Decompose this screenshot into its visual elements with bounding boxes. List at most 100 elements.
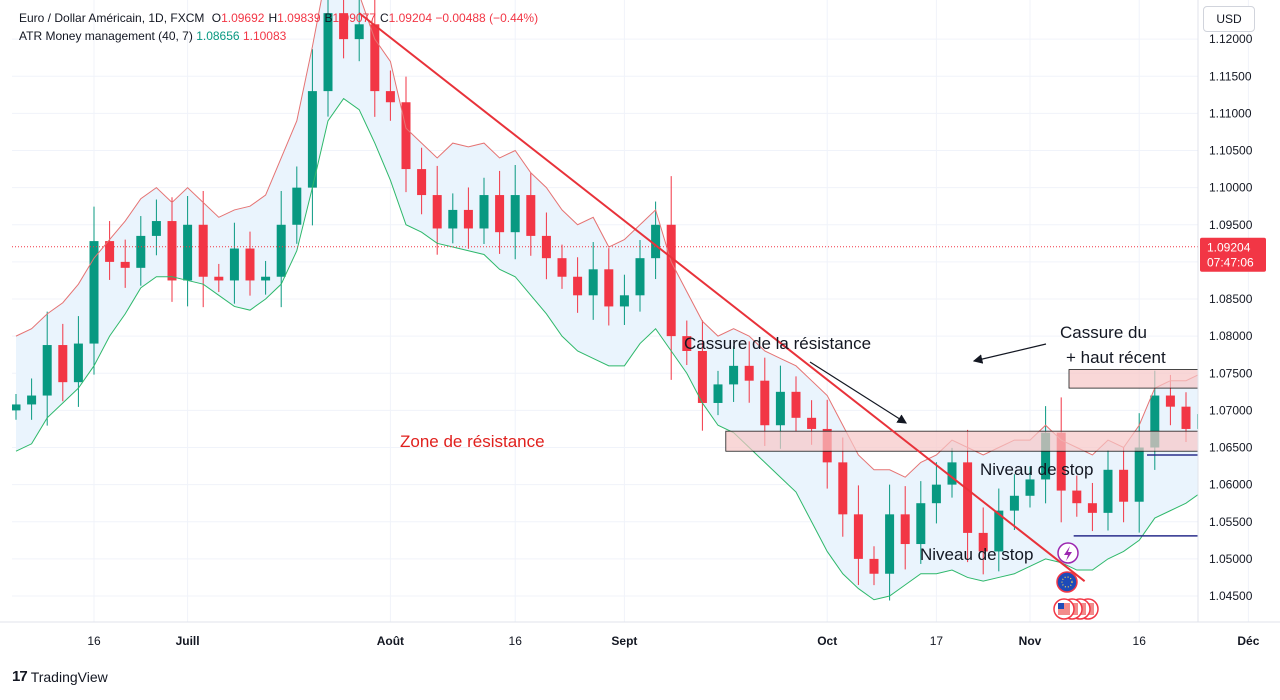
candle-body (573, 277, 582, 296)
x-tick-label: 17 (930, 634, 944, 648)
x-tick-label: Nov (1019, 634, 1042, 648)
candle-body (43, 345, 52, 395)
annotation-niveau-stop-2: Niveau de stop (920, 545, 1033, 564)
candle-body (12, 404, 21, 410)
annotation-cassure-resistance: Cassure de la résistance (684, 334, 871, 353)
us-flag-icon (1054, 599, 1074, 619)
y-tick-label: 1.10000 (1209, 181, 1253, 195)
candle-body (651, 225, 660, 258)
candle-body (136, 236, 145, 268)
annotation-arrows (810, 344, 1046, 423)
candle-body (558, 258, 567, 277)
change-value: −0.00488 (−0.44%) (435, 11, 538, 25)
y-tick-label: 1.12000 (1209, 32, 1253, 46)
y-tick-label: 1.09500 (1209, 218, 1253, 232)
y-tick-label: 1.05000 (1209, 552, 1253, 566)
y-tick-label: 1.06500 (1209, 441, 1253, 455)
symbol-row: Euro / Dollar Américain, 1D, FXCM O1.096… (19, 9, 538, 27)
x-tick-label: 16 (1133, 634, 1147, 648)
symbol-title[interactable]: Euro / Dollar Américain, 1D, FXCM (19, 11, 204, 25)
ohlc-b: B1.09077 (325, 11, 376, 25)
indicator-row: ATR Money management (40, 7) 1.08656 1.1… (19, 27, 538, 45)
ohlc-c: C1.09204 (380, 11, 432, 25)
indicator-value-2: 1.10083 (243, 29, 286, 43)
candle-body (121, 262, 130, 268)
candle-body (74, 344, 83, 383)
candle-body (1135, 448, 1144, 502)
candle-body (589, 269, 598, 295)
candle-body (760, 381, 769, 426)
lightning-icon (1058, 543, 1078, 563)
indicator-value-1: 1.08656 (196, 29, 239, 43)
countdown-value: 07:47:06 (1207, 256, 1254, 270)
y-tick-label: 1.05500 (1209, 515, 1253, 529)
candle-body (168, 221, 177, 280)
candle-body (714, 384, 723, 403)
y-tick-label: 1.06000 (1209, 478, 1253, 492)
chart-legend: Euro / Dollar Américain, 1D, FXCM O1.096… (19, 9, 538, 45)
candle-body (199, 225, 208, 277)
candle-body (495, 195, 504, 232)
candle-body (480, 195, 489, 228)
x-tick-label: 16 (87, 634, 101, 648)
candle-body (1119, 470, 1128, 502)
candle-body (901, 514, 910, 544)
candle-body (1182, 407, 1191, 429)
candle-body (620, 295, 629, 306)
y-tick-label: 1.07500 (1209, 366, 1253, 380)
annotation-niveau-stop-1: Niveau de stop (980, 460, 1093, 479)
eu-flag-icon (1057, 572, 1077, 592)
candle-body (776, 392, 785, 425)
last-price-value: 1.09204 (1207, 241, 1251, 255)
annotation-cassure-du: Cassure du (1060, 323, 1147, 342)
candle-body (417, 169, 426, 195)
trendline (359, 13, 1084, 581)
candle-body (58, 345, 67, 382)
candle-body (729, 366, 738, 385)
candle-body (511, 195, 520, 232)
candle-body (1275, 249, 1280, 277)
candle-body (152, 221, 161, 236)
candle-body (1104, 470, 1113, 513)
candle-body (105, 241, 114, 262)
y-tick-label: 1.07000 (1209, 403, 1253, 417)
tradingview-icon: 17 (12, 668, 27, 685)
x-tick-label: Déc (1237, 634, 1259, 648)
candle-body (745, 366, 754, 381)
candle-body (464, 210, 473, 229)
indicator-title[interactable]: ATR Money management (40, 7) (19, 29, 193, 43)
candle-body (807, 418, 816, 429)
candle-body (1026, 479, 1035, 495)
candle-body (90, 241, 99, 343)
resistance-zone (1069, 370, 1217, 389)
price-axis: 1.120001.115001.110001.105001.100001.095… (1198, 0, 1266, 622)
x-tick-label: Août (377, 634, 404, 648)
candle-body (433, 195, 442, 228)
plot-area (12, 0, 1280, 600)
ohlc-h: H1.09839 (268, 11, 320, 25)
candle-body (230, 249, 239, 281)
annotation-zone-resistance: Zone de résistance (400, 432, 545, 451)
candle-body (1166, 396, 1175, 407)
y-tick-label: 1.08500 (1209, 292, 1253, 306)
tradingview-logo[interactable]: 17 TradingView (12, 668, 108, 685)
annotation-haut-recent: + haut récent (1066, 348, 1166, 367)
currency-button[interactable]: USD (1203, 6, 1255, 32)
candle-body (402, 102, 411, 169)
candle-body (292, 188, 301, 225)
brand-name: TradingView (31, 669, 108, 685)
candle-body (1088, 503, 1097, 513)
candle-body (1072, 491, 1081, 504)
candle-body (386, 91, 395, 102)
candle-body (277, 225, 286, 277)
candle-body (792, 392, 801, 418)
candle-body (963, 462, 972, 533)
resistance-zone (726, 431, 1280, 451)
candle-body (246, 249, 255, 281)
candle-body (604, 269, 613, 306)
y-tick-label: 1.11500 (1209, 69, 1252, 83)
